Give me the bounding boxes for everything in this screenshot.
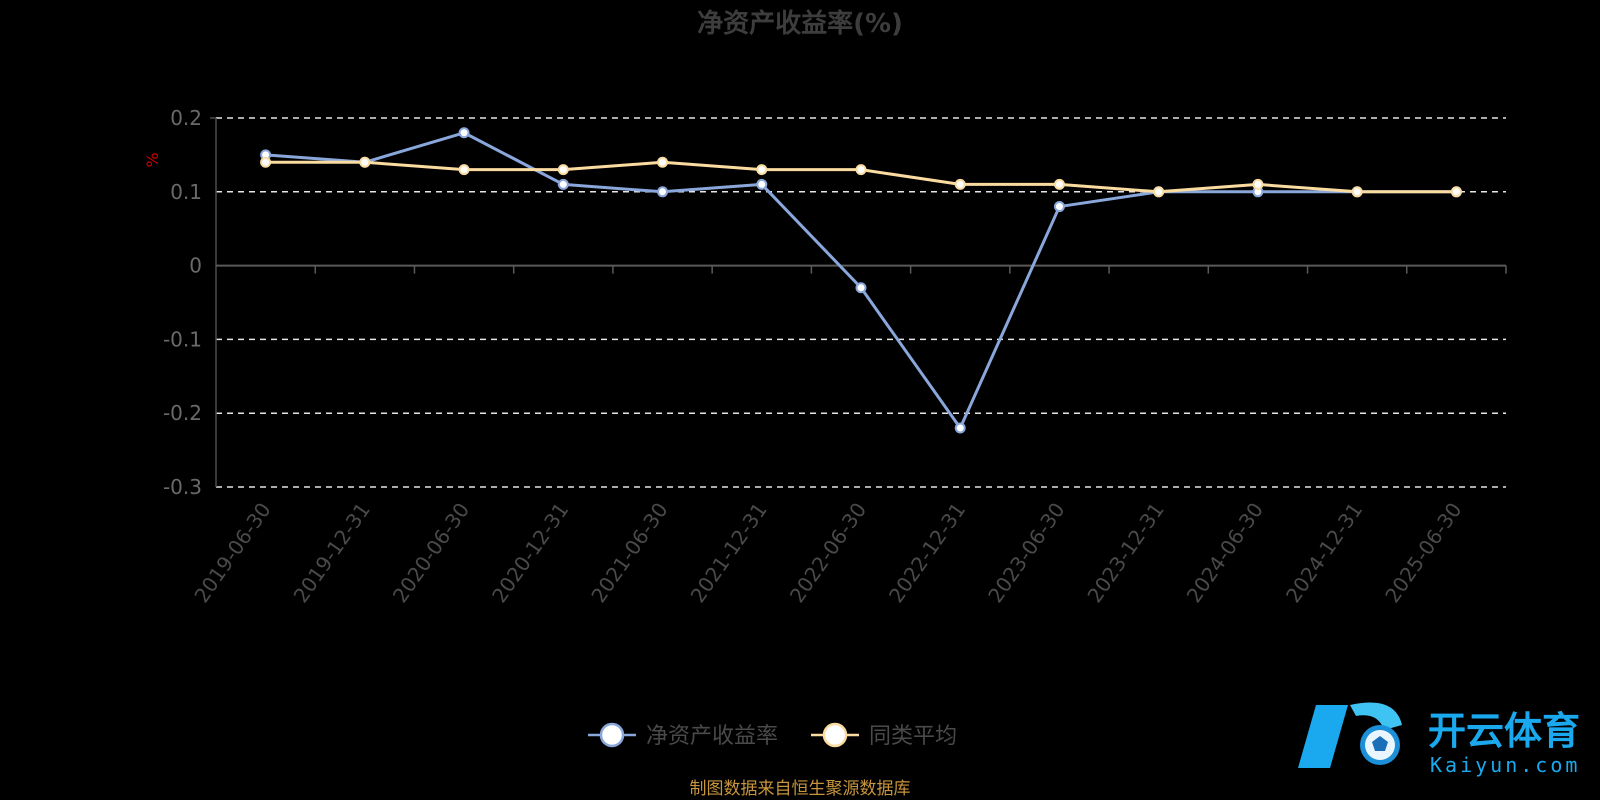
x-tick-label: 2019-06-30 [189,498,275,607]
legend-item-2[interactable]: 同类平均 [811,722,957,749]
y-tick-label: 0 [189,254,202,278]
y-tick-label: -0.3 [163,475,202,499]
grid-layer [216,117,1506,488]
data-point[interactable] [1450,186,1462,198]
data-point[interactable] [756,164,768,176]
data-point[interactable] [458,164,470,176]
x-tick-label: 2024-06-30 [1182,498,1268,607]
x-tick-label: 2023-06-30 [983,498,1069,607]
source-note: 制图数据来自恒生聚源数据库 [690,779,911,799]
data-point[interactable] [855,282,867,294]
data-point[interactable] [557,178,569,190]
x-tick-label: 2019-12-31 [289,498,375,607]
data-point[interactable] [1053,178,1065,190]
y-tick-label: -0.1 [163,327,202,351]
chart-title: 净资产收益率(%) [697,8,903,39]
legend-label: 同类平均 [869,724,957,749]
data-point[interactable] [260,156,272,168]
x-tick-label: 2021-06-30 [586,498,672,607]
data-point[interactable] [359,156,371,168]
data-point[interactable] [954,422,966,434]
data-point[interactable] [1153,186,1165,198]
x-tick-label: 2020-06-30 [388,498,474,607]
x-tick-label: 2023-12-31 [1082,498,1168,607]
legend[interactable]: 净资产收益率 同类平均 [588,722,957,749]
legend-item-1[interactable]: 净资产收益率 [588,722,778,749]
y-tick-label: 0.1 [170,180,202,204]
data-point[interactable] [954,178,966,190]
series-line-1 [265,131,1457,430]
data-point[interactable] [1053,201,1065,213]
data-point[interactable] [756,178,768,190]
x-tick-label: 2020-12-31 [487,498,573,607]
series-layer [260,127,1462,434]
y-tick-label: 0.2 [170,106,202,130]
data-point[interactable] [657,186,669,198]
kaiyun-logo-icon [1298,702,1402,768]
data-point[interactable] [557,164,569,176]
data-point[interactable] [1252,178,1264,190]
legend-label: 净资产收益率 [646,724,778,749]
legend-marker [822,722,848,748]
watermark-brand-cn: 开云体育 [1428,709,1580,753]
x-tick-label: 2025-06-30 [1380,498,1466,607]
data-point[interactable] [1351,186,1363,198]
x-tick-label: 2024-12-31 [1281,498,1367,607]
x-tick-label: 2022-12-31 [884,498,970,607]
legend-marker [599,722,625,748]
x-tick-label: 2022-06-30 [785,498,871,607]
watermark: 开云体育 Kaiyun.com [1298,702,1580,777]
y-axis-unit: % [143,152,162,167]
watermark-brand-en: Kaiyun.com [1430,753,1580,777]
data-point[interactable] [855,164,867,176]
y-tick-label: -0.2 [163,401,202,425]
data-point[interactable] [657,156,669,168]
data-point[interactable] [458,127,470,139]
x-tick-label: 2021-12-31 [686,498,772,607]
